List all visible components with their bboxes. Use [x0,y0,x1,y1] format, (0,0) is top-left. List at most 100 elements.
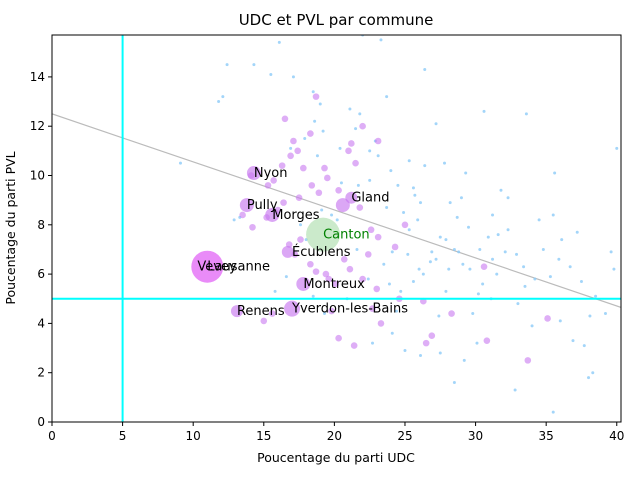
data-point [225,63,229,67]
commune-point [284,300,301,317]
data-point [313,119,317,123]
data-point [428,260,432,264]
data-point [335,218,339,222]
data-point [612,267,616,271]
data-point [476,292,480,296]
data-point [339,181,343,185]
data-point [406,252,410,256]
y-axis: 0 2 4 6 8 10 12 14 [30,70,52,429]
data-point [311,294,315,298]
annotation-label: Morges [272,208,320,223]
data-point [312,93,320,100]
y-tick-label: 8 [37,218,45,232]
data-point [416,218,420,222]
data-point [382,262,386,266]
plot-frame [51,34,622,423]
data-point [355,247,359,251]
data-point [551,410,555,414]
data-point [464,171,468,175]
data-point [366,277,370,281]
data-point [444,238,448,242]
data-point [354,127,358,131]
data-point [419,201,423,205]
data-point [448,310,455,317]
data-point [443,161,447,165]
data-point [321,129,325,133]
x-axis-label: Poucentage du parti UDC [257,450,415,465]
data-point [457,250,461,254]
annotation-label: Renens [237,304,285,319]
commune-point [281,245,294,258]
data-point [374,137,382,145]
data-point [491,257,495,261]
data-point [430,250,434,254]
data-point [428,332,436,340]
data-point [303,137,307,141]
data-point [325,275,333,283]
commune-point [296,276,311,291]
data-point [419,353,423,357]
data-point [268,310,276,317]
data-point [524,357,532,364]
data-point [350,342,358,349]
data-point [422,339,430,347]
data-point [482,109,486,113]
data-point [311,90,315,94]
data-point [524,112,528,116]
data-point [468,267,472,271]
data-point [338,146,342,150]
data-point [486,235,490,239]
data-point [358,112,362,116]
data-point [506,228,510,232]
data-point [434,257,438,261]
data-point [307,130,314,137]
data-point [609,250,613,254]
data-point [475,341,479,345]
data-point [284,275,288,279]
data-point [269,72,273,76]
data-point [403,349,407,353]
data-point [385,95,389,99]
y-tick-label: 12 [30,119,45,133]
y-tick-label: 0 [37,415,45,429]
annotation-label: Montreux [303,277,365,292]
data-point [438,235,442,239]
data-point [558,319,562,323]
canton-point [306,217,341,252]
data-point [232,218,236,222]
data-point [178,161,182,165]
data-point [390,331,394,335]
data-point [478,247,482,251]
data-point [359,122,366,130]
data-point [530,324,534,328]
x-tick-label: 0 [48,429,56,443]
data-point [289,146,293,150]
data-point [278,162,286,169]
x-axis: 0 5 10 15 20 25 30 35 40 [48,422,624,443]
data-point [587,376,591,380]
data-point [499,188,503,192]
data-point [557,257,561,261]
data-point [522,265,526,269]
data-point [252,63,256,67]
data-point [287,152,294,160]
data-point [249,223,256,231]
data-point [434,122,438,126]
data-point [377,320,385,327]
y-tick-label: 6 [37,267,45,281]
data-point [506,196,510,200]
annotation-label: Écublens [292,244,351,260]
data-point [462,358,466,362]
commune-point [230,305,243,318]
data-point [523,284,527,288]
data-point [452,247,456,251]
data-point [385,206,389,210]
data-point [548,275,552,279]
data-point [438,351,442,355]
data-point [575,230,579,234]
annotation-label: Canton [323,228,370,243]
data-point [391,243,399,251]
data-point [417,267,421,271]
